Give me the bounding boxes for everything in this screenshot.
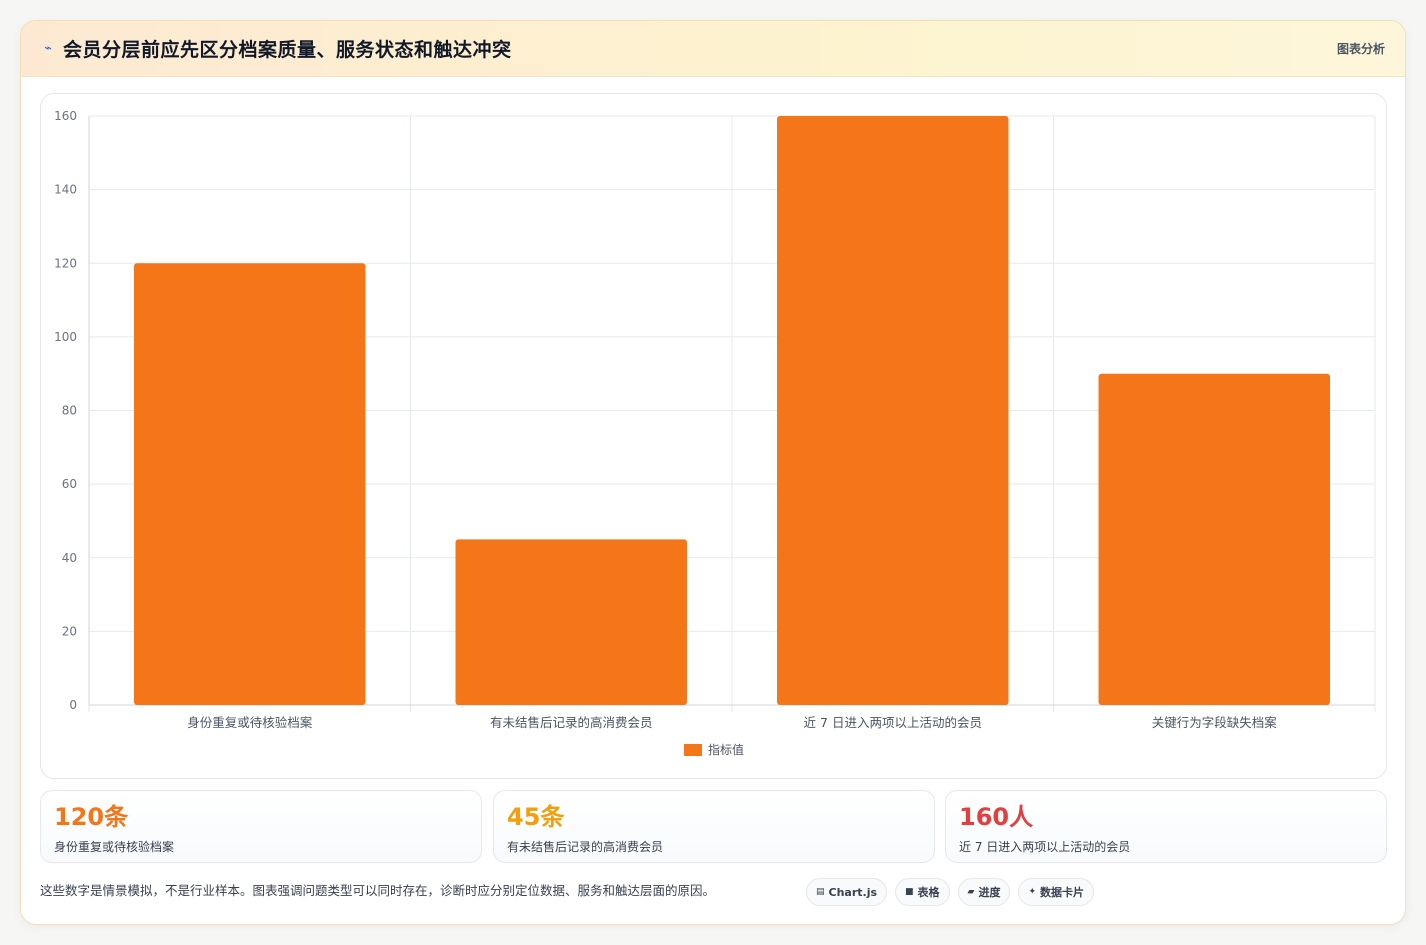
stat-label: 有未结售后记录的高消费会员 (507, 840, 664, 854)
feature-chips: ▤ Chart.js ■ 表格 ▰ 进度 ✦ 数据卡片 (806, 878, 1095, 906)
legend-label: 指标值 (708, 742, 744, 757)
stat-label: 近 7 日进入两项以上活动的会员 (959, 840, 1131, 854)
chip-label: Chart.js (828, 885, 878, 899)
y-tick-label: 0 (69, 698, 77, 712)
stat-value: 120条 (54, 803, 129, 831)
stat-label: 身份重复或待核验档案 (54, 840, 175, 854)
stat-card-3: 160人 近 7 日进入两项以上活动的会员 (945, 790, 1387, 863)
stat-value: 160人 (959, 803, 1034, 831)
bar (455, 539, 687, 705)
chip-label: 数据卡片 (1040, 886, 1085, 899)
bar (1098, 373, 1330, 705)
bar-chart: 0 20 40 60 80 100 120 140 160 身份重复或待核验档案 有未结售后记录的高… (54, 109, 1376, 757)
y-tick-label: 40 (62, 551, 77, 565)
disclaimer-note: 这些数字是情景模拟，不是行业样本。图表强调问题类型可以同时存在，诊断时应分别定位… (40, 883, 716, 898)
y-tick-label: 120 (54, 256, 77, 270)
y-tick-label: 20 (62, 624, 77, 638)
chart-icon: ▤ (816, 887, 825, 897)
chip-data-card[interactable]: ✦ 数据卡片 (1018, 878, 1095, 906)
stat-value: 45条 (507, 803, 565, 831)
table-icon: ■ (905, 887, 914, 897)
chart-analysis-tag: 图表分析 (1336, 42, 1385, 56)
chart-card: ⌁ 会员分层前应先区分档案质量、服务状态和触达冲突 图表分析 0 20 40 60 80… (20, 20, 1406, 925)
chip-label: 表格 (917, 886, 940, 899)
chart-title: 会员分层前应先区分档案质量、服务状态和触达冲突 (63, 39, 512, 61)
chip-progress[interactable]: ▰ 进度 (957, 878, 1011, 906)
card-header: ⌁ 会员分层前应先区分档案质量、服务状态和触达冲突 图表分析 (21, 21, 1405, 77)
x-tick-label: 有未结售后记录的高消费会员 (490, 715, 653, 730)
stat-cards: 120条 身份重复或待核验档案 45条 有未结售后记录的高消费会员 160人 近… (40, 790, 1387, 863)
y-tick-label: 100 (54, 330, 77, 344)
bar (134, 263, 366, 705)
bar (777, 116, 1009, 705)
y-tick-label: 160 (54, 109, 77, 123)
x-tick-label: 近 7 日进入两项以上活动的会员 (804, 715, 982, 730)
stat-card-1: 120条 身份重复或待核验档案 (40, 790, 482, 863)
trend-icon: ⌁ (44, 41, 52, 56)
x-tick-label: 关键行为字段缺失档案 (1152, 715, 1278, 730)
chip-label: 进度 (978, 886, 1001, 899)
sparkle-icon: ✦ (1028, 887, 1037, 897)
chip-table[interactable]: ■ 表格 (895, 878, 950, 906)
progress-icon: ▰ (967, 887, 975, 897)
chip-chartjs[interactable]: ▤ Chart.js (806, 878, 888, 906)
x-tick-label: 身份重复或待核验档案 (187, 715, 313, 730)
y-tick-label: 140 (54, 183, 77, 197)
stat-card-2: 45条 有未结售后记录的高消费会员 (493, 790, 935, 863)
chart-area: 0 20 40 60 80 100 120 140 160 身份重复或待核验档案 有未结售后记录的高… (40, 93, 1387, 779)
y-tick-label: 60 (62, 477, 77, 491)
y-tick-label: 80 (62, 404, 77, 418)
card-footer: 这些数字是情景模拟，不是行业样本。图表强调问题类型可以同时存在，诊断时应分别定位… (40, 873, 1387, 909)
legend-swatch (684, 744, 702, 756)
